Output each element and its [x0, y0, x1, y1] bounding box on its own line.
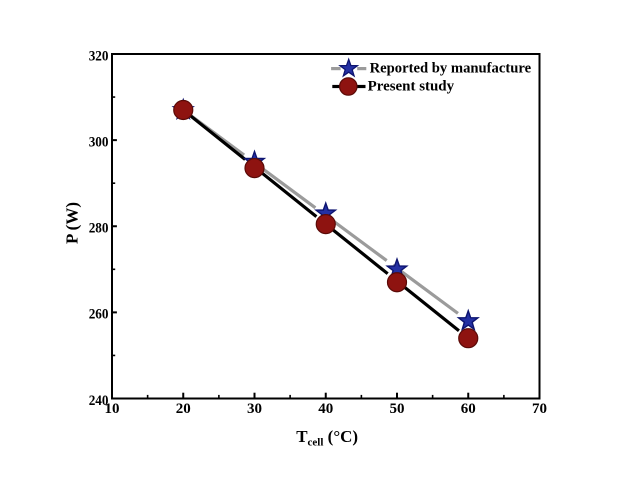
- svg-text:300: 300: [89, 134, 109, 150]
- svg-text:240: 240: [89, 393, 109, 409]
- svg-text:280: 280: [89, 221, 109, 237]
- svg-text:Tcell (°C): Tcell (°C): [296, 427, 358, 449]
- svg-text:Present study: Present study: [368, 78, 455, 94]
- svg-text:40: 40: [318, 401, 333, 417]
- svg-text:260: 260: [89, 307, 109, 323]
- svg-text:10: 10: [105, 401, 120, 417]
- svg-text:Reported by manufacture: Reported by manufacture: [370, 60, 531, 76]
- svg-text:P (W): P (W): [63, 202, 82, 244]
- svg-text:70: 70: [532, 401, 547, 417]
- svg-text:20: 20: [176, 401, 191, 417]
- svg-text:320: 320: [89, 48, 109, 64]
- svg-text:60: 60: [461, 401, 476, 417]
- svg-text:30: 30: [247, 401, 262, 417]
- svg-text:50: 50: [390, 401, 405, 417]
